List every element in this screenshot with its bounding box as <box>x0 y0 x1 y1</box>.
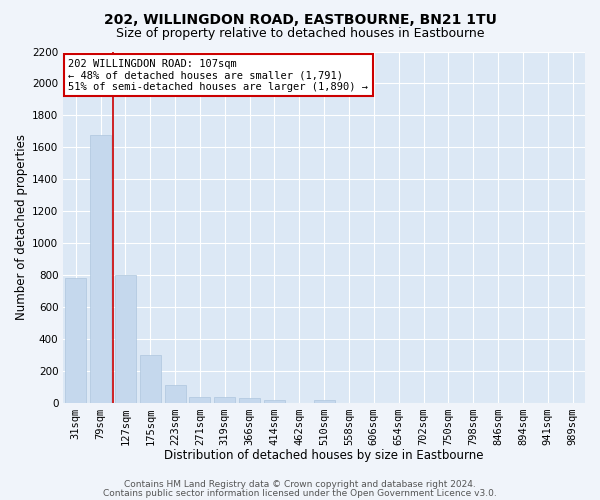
Bar <box>239 398 260 403</box>
Bar <box>264 400 285 403</box>
Text: 202 WILLINGDON ROAD: 107sqm
← 48% of detached houses are smaller (1,791)
51% of : 202 WILLINGDON ROAD: 107sqm ← 48% of det… <box>68 58 368 92</box>
Bar <box>314 400 335 403</box>
Bar <box>190 397 211 403</box>
Bar <box>65 278 86 403</box>
X-axis label: Distribution of detached houses by size in Eastbourne: Distribution of detached houses by size … <box>164 450 484 462</box>
Text: 202, WILLINGDON ROAD, EASTBOURNE, BN21 1TU: 202, WILLINGDON ROAD, EASTBOURNE, BN21 1… <box>104 12 496 26</box>
Text: Size of property relative to detached houses in Eastbourne: Size of property relative to detached ho… <box>116 28 484 40</box>
Text: Contains public sector information licensed under the Open Government Licence v3: Contains public sector information licen… <box>103 488 497 498</box>
Bar <box>90 134 111 403</box>
Bar <box>115 275 136 403</box>
Bar <box>140 355 161 403</box>
Bar <box>164 384 185 403</box>
Text: Contains HM Land Registry data © Crown copyright and database right 2024.: Contains HM Land Registry data © Crown c… <box>124 480 476 489</box>
Bar <box>214 397 235 403</box>
Y-axis label: Number of detached properties: Number of detached properties <box>15 134 28 320</box>
